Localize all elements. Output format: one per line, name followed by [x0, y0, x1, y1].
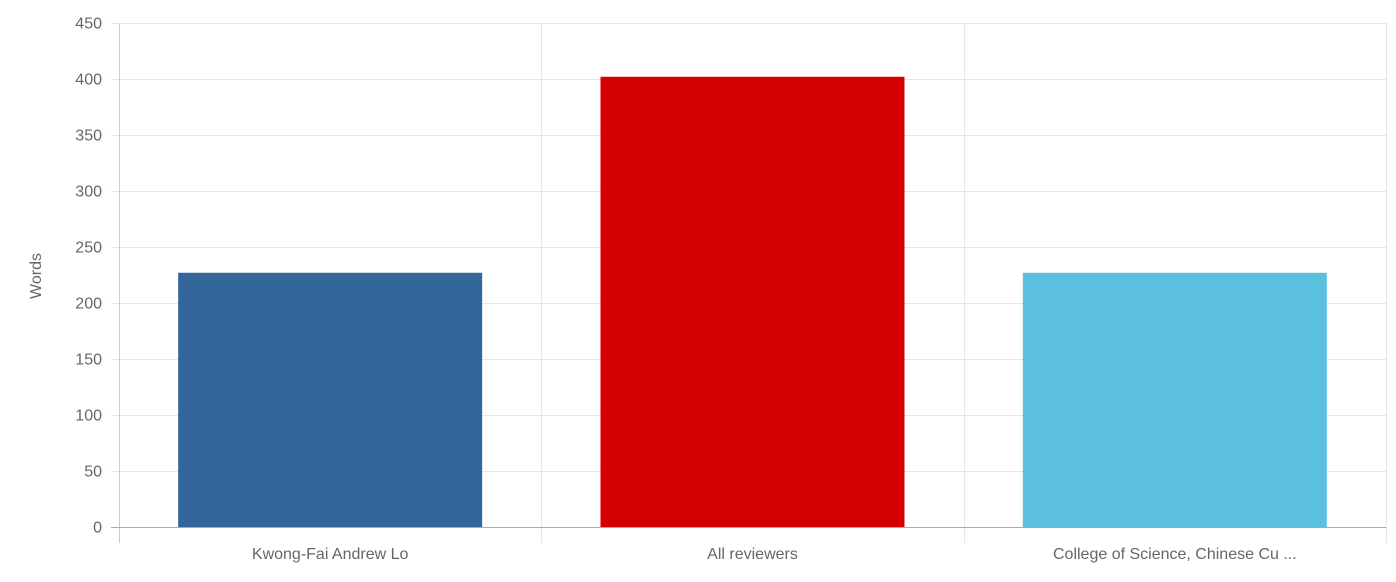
- y-axis-title: Words: [28, 253, 45, 299]
- y-tick-label: 450: [75, 16, 102, 33]
- x-category-label: College of Science, Chinese Cu ...: [1053, 546, 1297, 563]
- bars: [178, 76, 1327, 527]
- y-tick-label: 300: [75, 184, 102, 201]
- bar[interactable]: [600, 76, 905, 527]
- y-tick-label: 350: [75, 128, 102, 145]
- x-category-labels: Kwong-Fai Andrew Lo All reviewers College …: [252, 546, 1297, 563]
- y-tick-label: 250: [75, 240, 102, 257]
- y-tick-label: 150: [75, 352, 102, 369]
- y-tick-label: 100: [75, 408, 102, 425]
- bar[interactable]: [1022, 272, 1327, 527]
- y-tick-label: 200: [75, 296, 102, 313]
- y-tick-label: 400: [75, 72, 102, 89]
- y-tick-labels: 0 50 100 150 200 250 300 350 400 450: [75, 16, 102, 537]
- x-category-label: Kwong-Fai Andrew Lo: [252, 546, 409, 563]
- y-tick-label: 50: [84, 464, 102, 481]
- x-category-label: All reviewers: [707, 546, 798, 563]
- bar[interactable]: [178, 272, 483, 527]
- y-tick-label: 0: [93, 520, 102, 537]
